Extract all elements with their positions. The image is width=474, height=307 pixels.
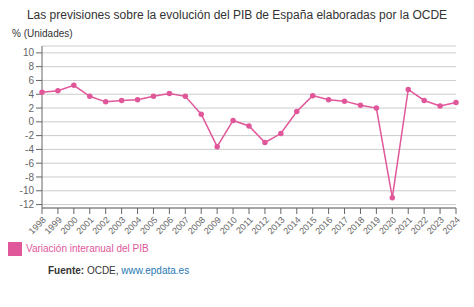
svg-text:2022: 2022 [409, 215, 430, 236]
svg-text:-10: -10 [20, 185, 35, 196]
svg-text:2001: 2001 [74, 215, 95, 236]
svg-text:4: 4 [28, 89, 34, 100]
svg-text:-2: -2 [25, 130, 34, 141]
svg-text:-12: -12 [20, 199, 35, 210]
svg-text:10: 10 [23, 47, 35, 58]
svg-text:2019: 2019 [361, 215, 382, 236]
svg-text:8: 8 [28, 61, 34, 72]
svg-text:2002: 2002 [90, 215, 111, 236]
svg-text:2000: 2000 [59, 215, 80, 236]
svg-text:2020: 2020 [377, 215, 398, 236]
svg-text:1998: 1998 [27, 215, 48, 236]
html-text:% (Unidades): % (Unidades) [12, 28, 73, 39]
svg-text:2003: 2003 [106, 215, 127, 236]
svg-text:2011: 2011 [234, 214, 255, 236]
svg-text:2016: 2016 [313, 215, 334, 236]
svg-text:2012: 2012 [250, 215, 271, 236]
svg-text:2024: 2024 [441, 215, 462, 236]
svg-text:2013: 2013 [266, 215, 287, 236]
svg-text:2009: 2009 [202, 215, 223, 236]
svg-text:2006: 2006 [154, 215, 175, 236]
svg-text:2017: 2017 [329, 215, 350, 236]
svg-text:2014: 2014 [281, 215, 302, 236]
svg-text:2010: 2010 [218, 215, 239, 236]
svg-text:-6: -6 [25, 158, 34, 169]
svg-text:2: 2 [28, 103, 34, 114]
svg-text:2008: 2008 [186, 215, 207, 236]
html-text:Variación interanual del PIB: Variación interanual del PIB [26, 242, 149, 254]
svg-text:2004: 2004 [122, 215, 143, 236]
svg-text:6: 6 [28, 75, 34, 86]
svg-text:1999: 1999 [43, 215, 64, 236]
svg-text:0: 0 [28, 116, 34, 127]
svg-text:2021: 2021 [393, 215, 414, 236]
html-text:Las previsiones sobre la evolu: Las previsiones sobre la evolución del P… [26, 8, 448, 22]
svg-text:-8: -8 [25, 172, 34, 183]
svg-text:2005: 2005 [138, 215, 159, 236]
svg-text:2007: 2007 [170, 215, 191, 236]
svg-text:2015: 2015 [297, 215, 318, 236]
svg-text:2023: 2023 [425, 215, 446, 236]
svg-text:-4: -4 [25, 144, 34, 155]
svg-text:2018: 2018 [345, 215, 366, 236]
html-text:Fuente: OCDE, www.epdata.es: Fuente: OCDE, www.epdata.es [48, 265, 190, 276]
